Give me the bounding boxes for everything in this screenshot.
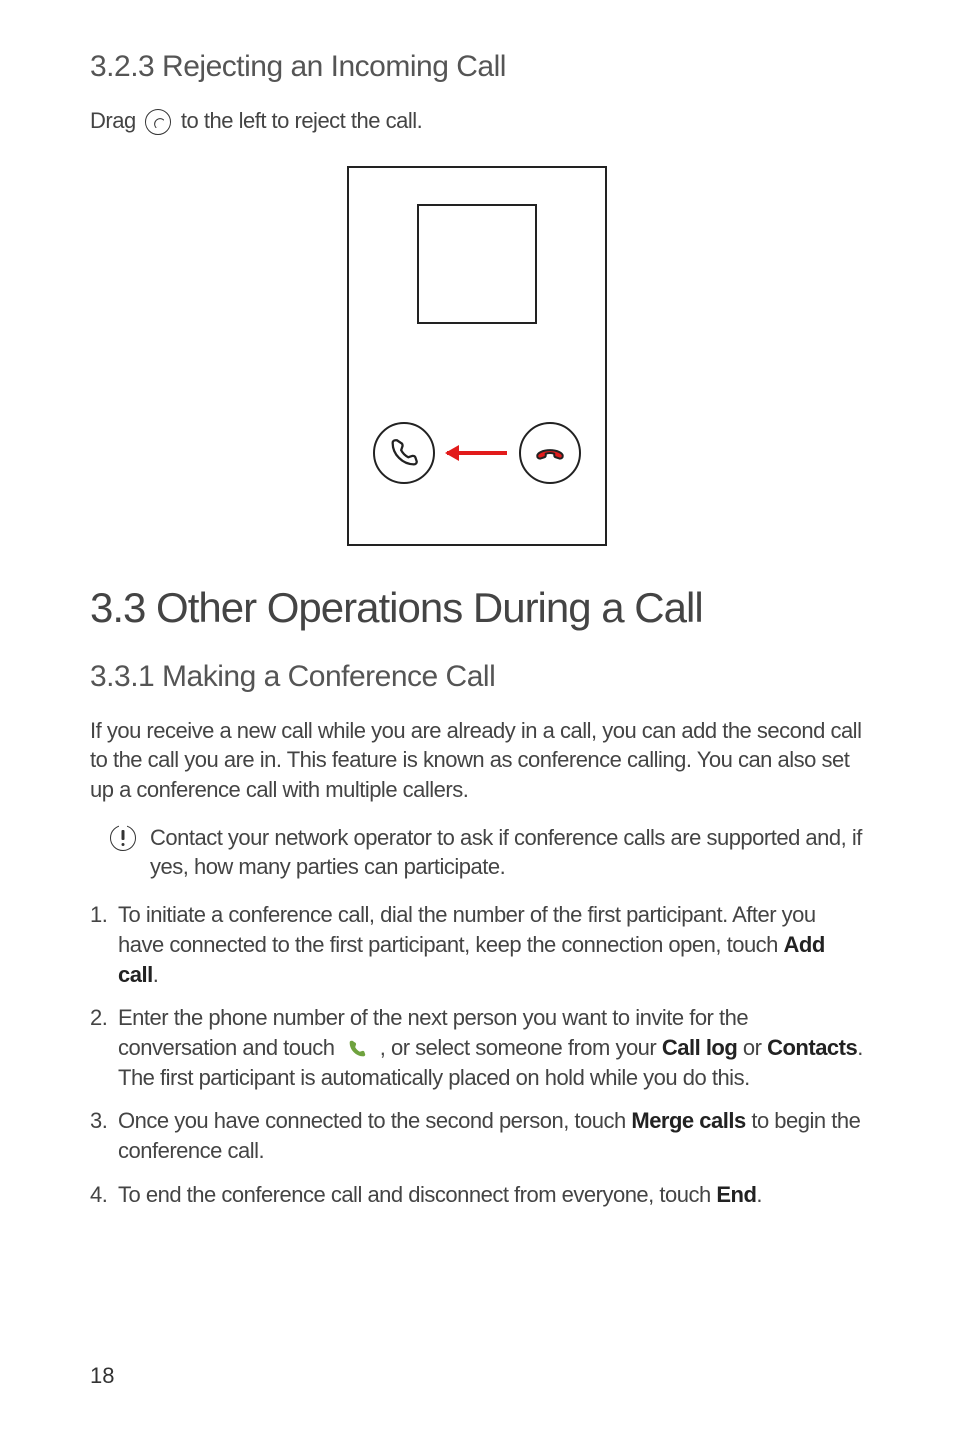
note-text: Contact your network operator to ask if … — [150, 823, 864, 882]
conference-intro: If you receive a new call while you are … — [90, 716, 864, 805]
heading-3-2-3: 3.2.3 Rejecting an Incoming Call — [90, 50, 864, 84]
drag-instruction: Drag to the left to reject the call. — [90, 106, 864, 136]
step2-mid2: or — [737, 1035, 767, 1060]
step4-post: . — [756, 1182, 762, 1207]
heading-3-3: 3.3 Other Operations During a Call — [90, 584, 864, 632]
reject-source-icon — [519, 422, 581, 484]
slider-row — [349, 422, 605, 484]
step1-post: . — [153, 962, 159, 987]
step3-pre: Once you have connected to the second pe… — [118, 1108, 631, 1133]
call-icon — [346, 1038, 368, 1060]
step-4: To end the conference call and disconnec… — [90, 1180, 864, 1210]
phone-up-icon — [387, 436, 421, 470]
step-1: To initiate a conference call, dial the … — [90, 900, 864, 989]
heading-3-3-1: 3.3.1 Making a Conference Call — [90, 660, 864, 694]
reject-phone-icon — [145, 109, 171, 135]
page-number: 18 — [90, 1363, 114, 1389]
step-3: Once you have connected to the second pe… — [90, 1106, 864, 1165]
step3-bold: Merge calls — [631, 1108, 745, 1133]
note-icon — [110, 825, 136, 851]
step2-mid1: , or select someone from your — [380, 1035, 662, 1060]
drag-left-arrow-icon — [447, 451, 507, 455]
answer-target-icon — [373, 422, 435, 484]
phone-down-icon — [533, 436, 567, 470]
conference-steps: To initiate a conference call, dial the … — [90, 900, 864, 1209]
step-2: Enter the phone number of the next perso… — [90, 1003, 864, 1092]
step2-bold2: Contacts — [767, 1035, 857, 1060]
reject-call-figure — [90, 166, 864, 546]
step4-pre: To end the conference call and disconnec… — [118, 1182, 716, 1207]
caller-avatar-placeholder — [417, 204, 537, 324]
step1-pre: To initiate a conference call, dial the … — [118, 902, 816, 957]
drag-text-pre: Drag — [90, 108, 141, 133]
step2-bold1: Call log — [662, 1035, 737, 1060]
note-block: Contact your network operator to ask if … — [110, 823, 864, 882]
step4-bold: End — [716, 1182, 756, 1207]
phone-frame — [347, 166, 607, 546]
drag-text-post: to the left to reject the call. — [181, 108, 422, 133]
